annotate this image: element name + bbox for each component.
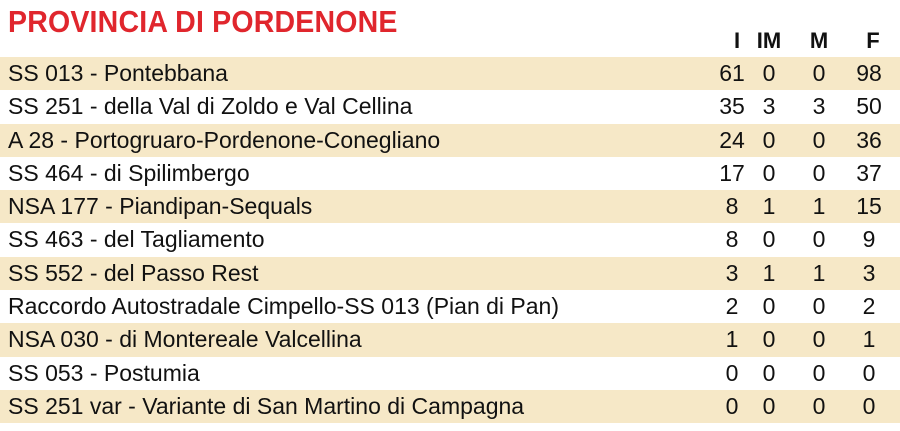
value-i: 35 <box>719 93 745 120</box>
value-im: 0 <box>762 293 776 320</box>
column-header-im: IM <box>756 28 782 53</box>
table-row: SS 552 - del Passo Rest 3 1 1 3 <box>0 256 900 291</box>
value-f: 2 <box>862 293 876 320</box>
value-m: 0 <box>812 293 826 320</box>
value-f: 0 <box>862 392 876 419</box>
value-i: 0 <box>725 359 739 386</box>
value-i: 61 <box>719 60 745 86</box>
table-row: SS 013 - Pontebbana 61 0 0 98 <box>0 57 900 91</box>
value-f: 98 <box>856 60 882 86</box>
roads-table: SS 013 - Pontebbana 61 0 0 98 SS 251 - d… <box>0 57 900 424</box>
road-name: A 28 - Portogruaro-Pordenone-Conegliano <box>8 126 441 153</box>
value-im: 1 <box>762 259 776 286</box>
value-i: 3 <box>725 259 739 286</box>
value-f: 3 <box>862 259 876 286</box>
road-name: SS 251 - della Val di Zoldo e Val Cellin… <box>8 93 413 120</box>
value-f: 15 <box>856 193 882 220</box>
column-header-f: F <box>866 28 880 53</box>
value-f: 1 <box>862 326 876 353</box>
value-m: 0 <box>812 226 826 253</box>
table-row: NSA 030 - di Montereale Valcellina 1 0 0… <box>0 323 900 357</box>
road-name: NSA 030 - di Montereale Valcellina <box>8 326 362 353</box>
column-header-m: M <box>809 28 829 53</box>
column-header-i: I <box>733 28 741 53</box>
road-name: SS 464 - di Spilimbergo <box>8 159 250 186</box>
value-im: 0 <box>762 60 776 86</box>
value-f: 50 <box>856 93 882 120</box>
value-im: 0 <box>762 359 776 386</box>
table-row: NSA 177 - Piandipan-Sequals 8 1 1 15 <box>0 190 900 224</box>
road-name: SS 251 var - Variante di San Martino di … <box>8 392 525 419</box>
value-im: 1 <box>762 193 776 220</box>
road-name: SS 552 - del Passo Rest <box>8 259 259 286</box>
value-im: 3 <box>762 93 776 120</box>
table-row: SS 251 - della Val di Zoldo e Val Cellin… <box>0 90 900 123</box>
table-row: SS 463 - del Tagliamento 8 0 0 9 <box>0 223 900 256</box>
page-title: PROVINCIA DI PORDENONE <box>8 4 398 39</box>
value-im: 0 <box>762 226 776 253</box>
value-m: 0 <box>812 159 826 186</box>
value-m: 1 <box>812 193 826 220</box>
value-im: 0 <box>762 326 776 353</box>
value-m: 0 <box>812 359 826 386</box>
column-headers: I IM M F <box>0 28 900 58</box>
value-i: 8 <box>725 226 739 253</box>
value-f: 0 <box>862 359 876 386</box>
table-row: Raccordo Autostradale Cimpello-SS 013 (P… <box>0 290 900 323</box>
value-f: 36 <box>856 126 882 153</box>
value-i: 24 <box>719 126 745 153</box>
value-f: 37 <box>856 159 882 186</box>
value-im: 0 <box>762 126 776 153</box>
value-m: 1 <box>812 259 826 286</box>
table-row: SS 053 - Postumia 0 0 0 0 <box>0 357 900 390</box>
value-i: 8 <box>725 193 739 220</box>
value-i: 17 <box>719 159 745 186</box>
value-im: 0 <box>762 159 776 186</box>
value-m: 0 <box>812 126 826 153</box>
road-name: Raccordo Autostradale Cimpello-SS 013 (P… <box>8 293 560 320</box>
table-row: SS 464 - di Spilimbergo 17 0 0 37 <box>0 157 900 190</box>
road-name: SS 053 - Postumia <box>8 359 200 386</box>
value-m: 0 <box>812 326 826 353</box>
road-name: NSA 177 - Piandipan-Sequals <box>8 193 313 220</box>
table-row: SS 251 var - Variante di San Martino di … <box>0 389 900 424</box>
value-im: 0 <box>762 392 776 419</box>
value-i: 2 <box>725 293 739 320</box>
value-m: 3 <box>812 93 826 120</box>
value-m: 0 <box>812 60 826 86</box>
value-i: 1 <box>725 326 739 353</box>
value-i: 0 <box>725 392 739 419</box>
value-f: 9 <box>862 226 876 253</box>
value-m: 0 <box>812 392 826 419</box>
table-row: A 28 - Portogruaro-Pordenone-Conegliano … <box>0 123 900 157</box>
road-name: SS 463 - del Tagliamento <box>8 226 265 253</box>
road-name: SS 013 - Pontebbana <box>8 60 228 86</box>
